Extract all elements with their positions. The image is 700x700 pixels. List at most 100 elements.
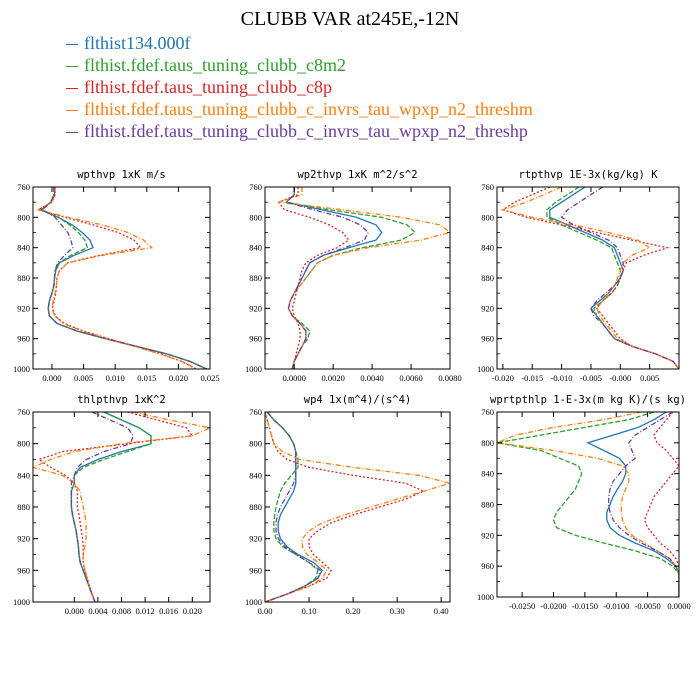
x-tick-label: 0.20	[346, 606, 361, 616]
y-tick-label: 880	[249, 273, 262, 283]
x-tick-label: 0.40	[434, 606, 449, 616]
y-tick-label: 800	[481, 212, 494, 222]
y-tick-label: 960	[17, 565, 30, 575]
legend-label: flthist.fdef.taus_tuning_clubb_c8p	[84, 77, 332, 97]
x-tick-label: 0.020	[169, 373, 188, 383]
y-tick-label: 760	[249, 182, 262, 192]
chart-panel: wprtpthlp 1-E-3x(m kg K)/(s kg)760 800 840…	[477, 394, 691, 611]
legend-entry: flthist.fdef.taus_tuning_clubb_c_invrs_t…	[66, 120, 533, 142]
y-tick-label: 800	[249, 212, 262, 222]
x-tick-label: -0.0200	[540, 601, 566, 611]
y-tick-label: 800	[249, 439, 262, 449]
legend-label: flthist134.000f	[84, 33, 191, 53]
x-tick-label: 0.0020	[321, 373, 344, 383]
x-tick-label: 0.00	[258, 606, 273, 616]
series-line	[41, 187, 208, 369]
x-tick-label: -0.0150	[572, 601, 598, 611]
y-tick-label: 920	[481, 530, 494, 540]
x-tick-label: 0.0060	[399, 373, 422, 383]
x-tick-label: 0.005	[640, 373, 659, 383]
y-tick-label: 840	[481, 243, 494, 253]
x-tick-label: 0.000	[42, 373, 61, 383]
y-tick-label: 840	[249, 243, 262, 253]
legend-entry: flthist.fdef.taus_tuning_clubb_c_invrs_t…	[66, 98, 533, 120]
plot-frame	[264, 186, 451, 370]
y-tick-label: 880	[481, 273, 494, 283]
series-line	[285, 187, 383, 369]
panel-title: rtpthvp 1E-3x(kg/kg) K	[518, 169, 658, 181]
series-line	[70, 412, 135, 602]
series-line	[586, 412, 679, 597]
y-tick-label: 1000	[245, 597, 262, 607]
legend-label: flthist.fdef.taus_tuning_clubb_c8m2	[84, 55, 346, 75]
x-tick-label: 0.012	[136, 606, 155, 616]
series-line	[608, 412, 679, 597]
panel-title: wpthvp 1xK m/s	[77, 169, 166, 181]
y-tick-label: 880	[17, 502, 30, 512]
y-tick-label: 1000	[477, 592, 494, 602]
x-tick-label: 0.0080	[438, 373, 461, 383]
x-tick-label: -0.000	[609, 373, 631, 383]
x-tick-label: 0.0000	[283, 373, 306, 383]
y-tick-label: 800	[481, 438, 494, 448]
panel-title: wprtpthlp 1-E-3x(m kg K)/(s kg)	[490, 394, 686, 406]
y-tick-label: 760	[249, 407, 262, 417]
series-line	[265, 412, 319, 602]
x-tick-label: -0.015	[521, 373, 543, 383]
x-tick-label: 0.010	[106, 373, 125, 383]
x-tick-label: 0.008	[112, 606, 131, 616]
x-tick-label: 0.025	[200, 373, 219, 383]
y-tick-label: 880	[249, 502, 262, 512]
legend-swatch	[66, 132, 78, 134]
chart-panel: rtpthvp 1E-3x(kg/kg) K 760 800 840 880 920 960…	[477, 169, 680, 383]
legend-entry: flthist.fdef.taus_tuning_clubb_c8p	[66, 76, 533, 98]
x-tick-label: -0.010	[551, 373, 573, 383]
series-line	[265, 412, 426, 602]
y-tick-label: 960	[481, 334, 494, 344]
y-tick-label: 800	[17, 212, 30, 222]
series-line	[278, 187, 450, 369]
y-tick-label: 880	[17, 273, 30, 283]
x-tick-label: 0.0040	[360, 373, 383, 383]
y-tick-label: 1000	[245, 364, 262, 374]
legend-entry: flthist134.000f	[66, 32, 533, 54]
legend: flthist134.000f flthist.fdef.taus_tuning…	[66, 32, 533, 142]
y-tick-label: 840	[249, 470, 262, 480]
series-line	[39, 187, 208, 369]
y-tick-label: 1000	[13, 364, 30, 374]
legend-swatch	[66, 88, 78, 90]
y-tick-label: 920	[17, 534, 30, 544]
x-tick-label: 0.0000	[667, 601, 690, 611]
legend-swatch	[66, 66, 78, 68]
legend-label: flthist.fdef.taus_tuning_clubb_c_invrs_t…	[84, 121, 528, 141]
y-tick-label: 760	[17, 407, 30, 417]
chart-panel: wp4 1x(m^4)/(s^4)76080084088092096010000…	[245, 394, 451, 616]
x-tick-label: -0.005	[580, 373, 602, 383]
x-tick-label: 0.016	[159, 606, 178, 616]
series-line	[265, 412, 324, 602]
y-tick-label: 880	[481, 500, 494, 510]
legend-swatch	[66, 44, 78, 46]
series-line	[497, 412, 679, 597]
plot-frame	[32, 186, 211, 370]
y-tick-label: 760	[17, 182, 30, 192]
y-tick-label: 1000	[477, 364, 494, 374]
y-tick-label: 960	[249, 334, 262, 344]
series-line	[265, 412, 321, 602]
plot-frame	[496, 186, 680, 370]
legend-entry: flthist.fdef.taus_tuning_clubb_c8m2	[66, 54, 533, 76]
x-tick-label: 0.004	[88, 606, 108, 616]
chart-panel: wp2thvp 1xK m^2/s^2 760 800 840 880 920 960 100…	[245, 169, 462, 383]
series-line	[500, 187, 679, 369]
x-tick-label: 0.10	[302, 606, 317, 616]
panel-title: thlpthvp 1xK^2	[77, 394, 166, 406]
panel-title: wp2thvp 1xK m^2/s^2	[297, 169, 417, 181]
plot-frame	[264, 411, 451, 603]
y-tick-label: 920	[249, 534, 262, 544]
series-line	[265, 412, 450, 602]
x-tick-label: -0.020	[492, 373, 514, 383]
x-tick-label: -0.0050	[635, 601, 661, 611]
y-tick-label: 760	[481, 182, 494, 192]
y-tick-label: 920	[17, 303, 30, 313]
